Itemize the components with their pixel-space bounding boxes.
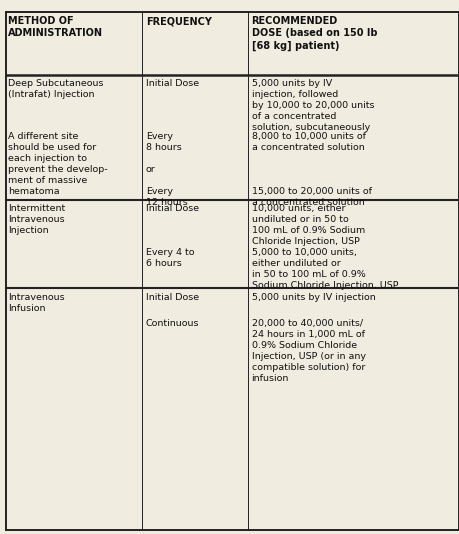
Text: 20,000 to 40,000 units/
24 hours in 1,000 mL of
0.9% Sodium Chloride
Injection, : 20,000 to 40,000 units/ 24 hours in 1,00… bbox=[251, 319, 365, 383]
Text: 5,000 to 10,000 units,
either undiluted or
in 50 to 100 mL of 0.9%
Sodium Chlori: 5,000 to 10,000 units, either undiluted … bbox=[251, 248, 397, 290]
Text: Every
8 hours

or

Every
12 hours: Every 8 hours or Every 12 hours bbox=[146, 132, 187, 207]
Text: Deep Subcutaneous
(Intrafat) Injection: Deep Subcutaneous (Intrafat) Injection bbox=[8, 79, 104, 99]
Text: Every 4 to
6 hours: Every 4 to 6 hours bbox=[146, 248, 194, 268]
Text: Intermittent
Intravenous
Injection: Intermittent Intravenous Injection bbox=[8, 204, 65, 235]
Text: Initial Dose: Initial Dose bbox=[146, 293, 198, 302]
Text: 5,000 units by IV
injection, followed
by 10,000 to 20,000 units
of a concentrate: 5,000 units by IV injection, followed by… bbox=[251, 79, 373, 132]
Text: A different site
should be used for
each injection to
prevent the develop-
ment : A different site should be used for each… bbox=[8, 132, 108, 196]
Text: METHOD OF
ADMINISTRATION: METHOD OF ADMINISTRATION bbox=[8, 16, 103, 38]
Text: 5,000 units by IV injection: 5,000 units by IV injection bbox=[251, 293, 375, 302]
Text: 8,000 to 10,000 units of
a concentrated solution



15,000 to 20,000 units of
a : 8,000 to 10,000 units of a concentrated … bbox=[251, 132, 371, 207]
Text: Initial Dose: Initial Dose bbox=[146, 79, 198, 88]
Text: Continuous: Continuous bbox=[146, 319, 199, 328]
Text: Initial Dose: Initial Dose bbox=[146, 204, 198, 213]
Text: Intravenous
Infusion: Intravenous Infusion bbox=[8, 293, 65, 312]
Text: RECOMMENDED
DOSE (based on 150 lb
[68 kg] patient): RECOMMENDED DOSE (based on 150 lb [68 kg… bbox=[251, 16, 376, 51]
Text: 10,000 units, either
undiluted or in 50 to
100 mL of 0.9% Sodium
Chloride Inject: 10,000 units, either undiluted or in 50 … bbox=[251, 204, 364, 246]
Text: FREQUENCY: FREQUENCY bbox=[146, 16, 211, 26]
